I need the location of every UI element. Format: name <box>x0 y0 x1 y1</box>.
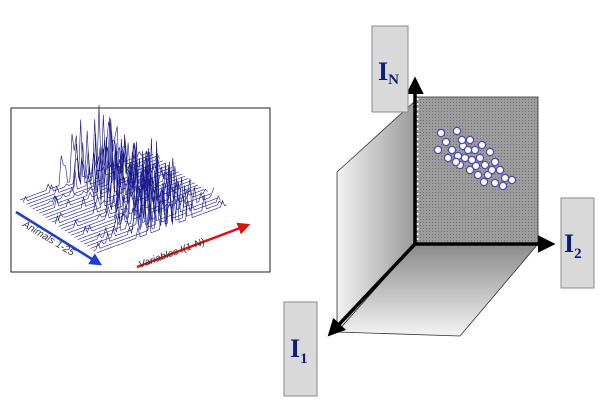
scatter-point <box>467 155 477 165</box>
scatter-point <box>451 157 461 167</box>
scatter-point <box>452 126 462 136</box>
spectra-panel-frame <box>10 107 271 273</box>
arrow-up-right-icon <box>136 222 251 269</box>
scatter-point <box>495 165 505 175</box>
axis-label-i1: I1 <box>283 301 318 397</box>
scatter-point <box>465 135 475 145</box>
scatter-point <box>498 181 508 191</box>
scatter-point <box>490 157 500 167</box>
scatter-point <box>485 147 495 157</box>
scatter-point <box>433 145 443 155</box>
scatter-point <box>487 165 497 175</box>
spectrum-trace <box>80 140 211 243</box>
axis-label-box <box>371 25 409 113</box>
scatter-point <box>441 137 451 147</box>
scatter-point <box>500 173 510 183</box>
scatter-point <box>473 170 483 180</box>
axis-i1-arrow <box>327 242 417 337</box>
scatter-point <box>480 160 490 170</box>
spectrum-trace <box>19 119 151 201</box>
scatter-point <box>447 145 457 155</box>
axis-label-in: IN <box>371 25 409 113</box>
axis-label-i2: I2 <box>560 197 595 289</box>
axis-label-main: I <box>564 229 574 258</box>
axis-label-sub: 2 <box>574 246 582 262</box>
svg-text:I1: I1 <box>290 334 308 367</box>
spectra-traces <box>19 104 227 254</box>
svg-text:I2: I2 <box>564 229 582 262</box>
scatter-point <box>436 128 446 138</box>
scatter-point <box>457 135 467 145</box>
axis-label-sub: 1 <box>300 351 308 367</box>
scatter-point <box>460 153 470 163</box>
scatter-cluster <box>433 126 517 191</box>
axis-label-box <box>560 197 595 289</box>
axis-label-main: I <box>378 57 388 86</box>
axis-label-box <box>283 301 318 397</box>
scatter-point <box>477 140 487 150</box>
scatter-point <box>479 177 489 187</box>
arrow-left-down-icon <box>15 210 103 266</box>
back-plane <box>414 96 539 245</box>
scatter-point <box>475 153 485 163</box>
svg-text:IN: IN <box>378 57 399 88</box>
scatter-point <box>507 175 517 185</box>
scatter-point <box>465 165 475 175</box>
scatter-point <box>443 153 453 163</box>
scatter-point <box>470 145 480 155</box>
spectrum-trace <box>96 165 227 254</box>
scatter-point <box>490 178 500 188</box>
spectrum-trace <box>90 157 221 249</box>
spectrum-trace <box>93 159 224 251</box>
scatter-point <box>471 161 481 171</box>
axis-label-sub: N <box>388 72 399 88</box>
axis-label-main: I <box>290 334 300 363</box>
spectra-panel: Animals 1-25 Variables I(1-N) <box>10 104 271 273</box>
feature-space-3d: IN I2 I1 <box>283 25 595 397</box>
scatter-point <box>463 145 473 155</box>
